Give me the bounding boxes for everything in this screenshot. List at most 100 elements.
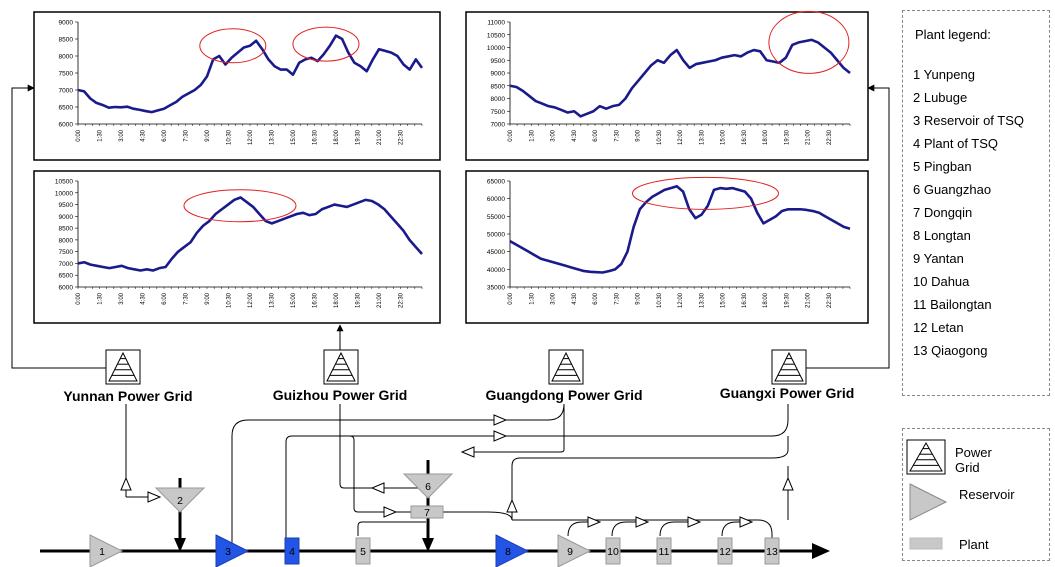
power-grid-icon: [105, 349, 141, 385]
x-tick-label: 22:30: [399, 129, 405, 145]
y-tick-label: 8000: [491, 96, 506, 103]
reservoir-symbol-label: Reservoir: [959, 487, 1015, 502]
node-number-label: 9: [567, 546, 573, 558]
node-11-plant: 11: [656, 537, 672, 565]
plant-symbol-label: Plant: [959, 537, 989, 552]
y-tick-label: 45000: [487, 249, 505, 256]
x-tick-label: 10:30: [657, 129, 663, 145]
node-number-label: 1: [99, 546, 105, 558]
x-tick-label: 21:00: [806, 292, 812, 308]
x-tick-label: 7:30: [614, 129, 620, 141]
series-line: [509, 38, 851, 118]
y-tick-label: 7500: [59, 71, 74, 78]
x-tick-label: 12:00: [248, 129, 254, 145]
power-grid-icon: [906, 439, 946, 475]
y-tick-label: 6500: [59, 105, 74, 112]
symbol-legend-shapes: [906, 439, 948, 550]
x-tick-label: 13:30: [699, 129, 705, 145]
y-tick-label: 9500: [59, 202, 74, 209]
x-tick-label: 4:30: [572, 129, 578, 141]
x-tick-label: 3:00: [551, 129, 557, 141]
x-tick-label: 13:30: [270, 292, 276, 308]
grid-label-guangdong: Guangdong Power Grid: [485, 387, 642, 403]
plant-legend-item: 6 Guangzhao: [913, 182, 992, 197]
x-tick-label: 7:30: [184, 292, 190, 304]
x-tick-label: 16:30: [313, 292, 319, 308]
node-10-plant: 10: [605, 537, 621, 565]
plant-legend-list: 1 Yunpeng 2 Lubuge 3 Reservoir of TSQ 4 Pla…: [913, 67, 1041, 366]
chart-yunnan: 6000 6500 7000 7500 8000 8500 9000 0:00 1:30 3:00…: [33, 11, 441, 161]
node-number-label: 11: [659, 546, 670, 558]
x-tick-label: 1:30: [98, 129, 104, 141]
x-tick-label: 9:00: [636, 129, 642, 141]
series-line: [77, 34, 424, 114]
x-tick-label: 21:00: [377, 129, 383, 145]
y-tick-label: 7000: [59, 88, 74, 95]
node-8-reservoir: 8: [495, 534, 530, 567]
y-tick-label: 6500: [59, 273, 74, 280]
grid-label-guizhou: Guizhou Power Grid: [273, 387, 408, 403]
plant-legend-item: 9 Yantan: [913, 251, 964, 266]
x-tick-label: 15:00: [721, 292, 727, 308]
plant-legend-item: 4 Plant of TSQ: [913, 136, 999, 151]
x-tick-label: 18:00: [334, 129, 340, 145]
x-tick-label: 0:00: [76, 292, 82, 304]
chart-guizhou: 6000 6500 7000 7500 8000 8500 9000 9500 10000 105…: [33, 170, 441, 324]
y-tick-label: 10000: [487, 45, 505, 52]
y-tick-label: 7500: [491, 109, 506, 116]
power-grid-icon: [771, 349, 807, 385]
y-tick-label: 9500: [491, 58, 506, 65]
x-tick-label: 6:00: [593, 129, 599, 141]
node-1-reservoir: 1: [89, 534, 124, 567]
y-tick-label: 10500: [55, 179, 73, 186]
peak-highlight-ellipse: [768, 10, 850, 74]
x-tick-label: 3:00: [119, 129, 125, 141]
y-tick-label: 11000: [487, 20, 505, 27]
x-tick-label: 13:30: [270, 129, 276, 145]
y-tick-label: 65000: [487, 179, 505, 186]
flow-arrowhead: [120, 476, 132, 491]
peak-highlight-ellipse: [632, 176, 779, 210]
plant-legend-item: 13 Qiaogong: [913, 343, 988, 358]
y-tick-label: 8500: [59, 226, 74, 233]
flow-arrowhead: [493, 414, 508, 426]
x-tick-label: 16:30: [742, 129, 748, 145]
x-tick-label: 18:00: [334, 292, 340, 308]
flow-arrowhead: [587, 516, 602, 528]
x-tick-label: 19:30: [784, 292, 790, 308]
x-tick-label: 9:00: [205, 129, 211, 141]
x-tick-label: 21:00: [377, 292, 383, 308]
x-tick-label: 10:30: [227, 129, 233, 145]
x-tick-label: 18:00: [763, 129, 769, 145]
node-4-plant: 4: [284, 537, 300, 565]
flow-arrowhead: [506, 498, 518, 513]
node-number-label: 12: [719, 546, 731, 558]
node-number-label: 7: [424, 507, 430, 519]
flow-arrowheads: [120, 414, 794, 528]
transmission-lines: [125, 403, 789, 548]
tributary-arrowheads: [174, 538, 434, 552]
x-tick-label: 6:00: [162, 129, 168, 141]
chart-frame: [33, 11, 441, 161]
node-2-reservoir: 2: [154, 487, 206, 513]
node-number-label: 2: [177, 495, 183, 507]
x-tick-label: 13:30: [699, 292, 705, 308]
x-tick-label: 19:30: [356, 292, 362, 308]
flow-arrowhead: [687, 516, 702, 528]
y-tick-label: 7000: [59, 261, 74, 268]
x-tick-label: 0:00: [508, 292, 514, 304]
chart-frame: [465, 170, 869, 324]
node-number-label: 6: [425, 481, 431, 493]
plant-legend-item: 3 Reservoir of TSQ: [913, 113, 1025, 128]
y-tick-label: 60000: [487, 196, 505, 203]
x-tick-label: 4:30: [141, 292, 147, 304]
y-tick-label: 7500: [59, 249, 74, 256]
plant-legend-item: 10 Dahua: [913, 274, 970, 289]
peak-highlight-ellipse: [183, 189, 297, 223]
y-tick-label: 8000: [59, 54, 74, 61]
chart-guangdong: 7000 7500 8000 8500 9000 9500 10000 10500 11000 0…: [465, 10, 869, 161]
plant-legend-item: 5 Pingban: [913, 159, 972, 174]
node-3-reservoir: 3: [215, 534, 250, 567]
